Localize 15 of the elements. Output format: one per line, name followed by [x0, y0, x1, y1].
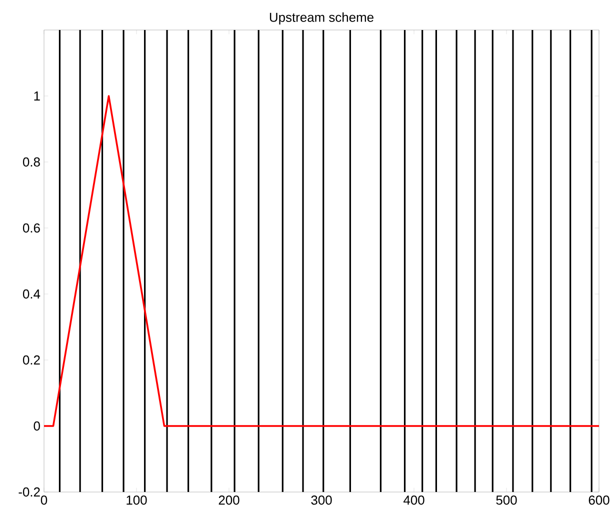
y-tick-label: 0.6 — [22, 223, 40, 233]
y-tick-label: 0.2 — [22, 355, 40, 365]
y-tick-label: 0 — [34, 421, 40, 431]
x-tick-label: 100 — [126, 496, 147, 505]
x-tick-label: 600 — [588, 496, 610, 505]
y-tick-label: 1 — [34, 92, 40, 100]
x-tick-label: 300 — [311, 496, 332, 505]
y-tick-label: 0.4 — [22, 289, 40, 299]
y-tick-label: 0.8 — [22, 157, 40, 167]
chart-title: Upstream scheme — [270, 12, 374, 24]
y-tick-label: -0.2 — [18, 487, 40, 497]
x-tick-label: 500 — [496, 496, 517, 505]
x-tick-label: 400 — [403, 496, 424, 505]
x-tick-label: 200 — [218, 496, 240, 505]
x-tick-label: 0 — [40, 496, 48, 505]
